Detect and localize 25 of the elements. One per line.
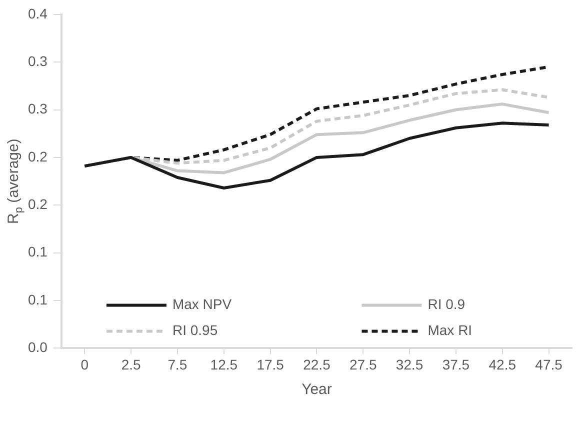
legend-label: RI 0.9	[428, 296, 466, 312]
y-tick-label: 0.1	[28, 291, 48, 308]
x-tick-label: 2.5	[121, 356, 142, 372]
x-tick-label: 27.5	[350, 356, 377, 372]
x-tick-label: 12.5	[210, 356, 238, 372]
legend-label: Max RI	[428, 322, 472, 338]
y-tick-label: 0.2	[28, 148, 48, 164]
x-axis-title: Year	[302, 381, 332, 398]
x-tick-label: 42.5	[488, 356, 516, 372]
x-tick-label: 7.5	[168, 356, 188, 372]
y-tick-label: 0.4	[28, 5, 48, 22]
legend-label: Max NPV	[172, 296, 232, 312]
x-tick-label: 0	[80, 356, 89, 372]
x-tick-label: 17.5	[256, 356, 284, 372]
y-tick-label: 0.3	[28, 100, 48, 117]
x-tick-label: 32.5	[396, 356, 424, 372]
x-tick-label: 47.5	[535, 356, 563, 372]
y-tick-label: 0.1	[28, 244, 48, 260]
x-tick-label: 22.5	[303, 356, 331, 372]
legend-label: RI 0.95	[172, 322, 218, 338]
x-tick-label: 37.5	[442, 356, 470, 372]
y-tick-label: 0.3	[28, 52, 48, 69]
y-axis-title: Rp (average)	[5, 138, 26, 224]
y-tick-label: 0.0	[28, 339, 48, 356]
y-tick-label: 0.2	[28, 196, 48, 212]
